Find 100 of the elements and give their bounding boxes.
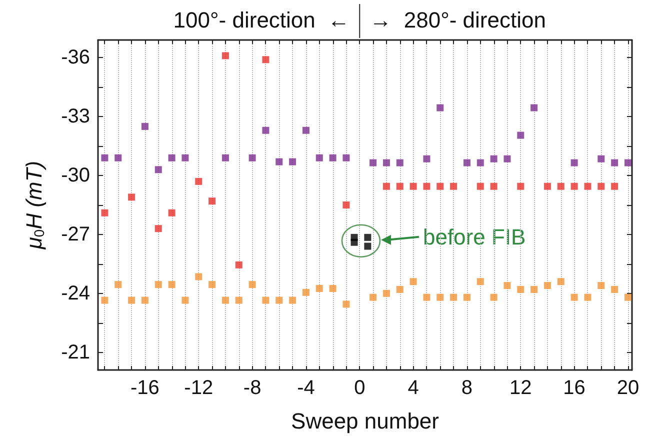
point: [342, 300, 350, 308]
point: [154, 225, 162, 232]
point: [410, 182, 417, 190]
y-tick-label: -21: [61, 341, 90, 364]
point: [222, 154, 229, 162]
point: [530, 286, 538, 293]
point: [222, 52, 229, 60]
x-tick-label: -8: [243, 377, 262, 399]
point: [128, 194, 136, 201]
point: [396, 159, 404, 166]
point: [436, 182, 444, 190]
point: [396, 286, 404, 293]
x-tick-label: -16: [130, 377, 160, 399]
point: [262, 126, 270, 134]
point: [342, 202, 350, 208]
point: [168, 281, 176, 288]
point: [168, 209, 176, 216]
x-tick-label: 0: [354, 377, 366, 399]
point: [410, 278, 417, 286]
y-tick-label: -24: [61, 282, 90, 304]
point: [517, 286, 524, 293]
point: [289, 296, 296, 304]
point: [382, 159, 390, 166]
point: [490, 155, 498, 162]
text: 100°- direction ←: [173, 8, 350, 32]
point: [570, 159, 578, 166]
point: [450, 182, 458, 190]
point: [598, 282, 605, 290]
point: [598, 155, 605, 162]
point: [101, 296, 108, 304]
point: [248, 281, 256, 288]
point: [557, 278, 564, 286]
point: [504, 155, 511, 162]
y-tick-label: -30: [61, 164, 90, 187]
point: [584, 182, 592, 190]
point: [128, 296, 136, 304]
point: [208, 198, 216, 205]
point: [370, 294, 377, 301]
point: [302, 126, 310, 134]
point: [195, 178, 202, 185]
x-tick-label: 20: [616, 377, 640, 399]
point: [396, 182, 404, 190]
point: [329, 284, 336, 292]
point: [423, 294, 430, 301]
point: [382, 182, 390, 190]
x-axis-title: Sweep number: [291, 408, 439, 434]
point: [235, 261, 242, 268]
point: [154, 281, 162, 288]
point: [316, 284, 323, 292]
point: [504, 282, 511, 290]
point: [114, 154, 122, 162]
point: [624, 294, 632, 301]
point: [101, 154, 108, 162]
point: [463, 159, 470, 166]
point: [598, 182, 605, 190]
point: [276, 158, 283, 166]
x-tick-label: -12: [184, 377, 214, 399]
y-tick-label: -33: [61, 106, 90, 128]
point: [195, 273, 202, 280]
point: [463, 294, 470, 301]
point: [302, 288, 310, 296]
point: [624, 159, 632, 166]
point: [168, 154, 176, 162]
point: [490, 182, 498, 190]
point: [544, 282, 551, 290]
point: [329, 154, 336, 162]
point: [141, 122, 148, 130]
point: [316, 154, 323, 162]
point: [570, 182, 578, 190]
point: [114, 281, 122, 288]
point: [570, 294, 578, 301]
point: [530, 104, 538, 112]
x-tick-label: 4: [408, 377, 419, 399]
point: [423, 182, 430, 190]
point: [423, 155, 430, 162]
point: [476, 278, 484, 286]
point: [208, 281, 216, 288]
point: [611, 159, 618, 166]
point: [611, 286, 618, 293]
x-tick-label: 8: [461, 377, 473, 399]
point: [436, 294, 444, 301]
point: [350, 238, 358, 246]
point: [557, 182, 564, 190]
point: [364, 242, 372, 250]
x-tick-label: -4: [297, 377, 315, 399]
point: [182, 296, 189, 304]
point: [342, 154, 350, 162]
point: [517, 182, 524, 190]
point: [101, 209, 108, 216]
y-axis-title: μ0H (mT): [22, 160, 47, 250]
point: [490, 294, 498, 301]
point: [248, 154, 256, 162]
x-tick-label: 16: [563, 377, 586, 399]
point: [262, 296, 270, 304]
point: [276, 296, 283, 304]
point: [370, 159, 377, 166]
y-tick-label: -27: [61, 223, 90, 246]
point: [436, 104, 444, 112]
y-tick-label: -36: [61, 46, 90, 69]
x-tick-label: 12: [510, 377, 532, 399]
